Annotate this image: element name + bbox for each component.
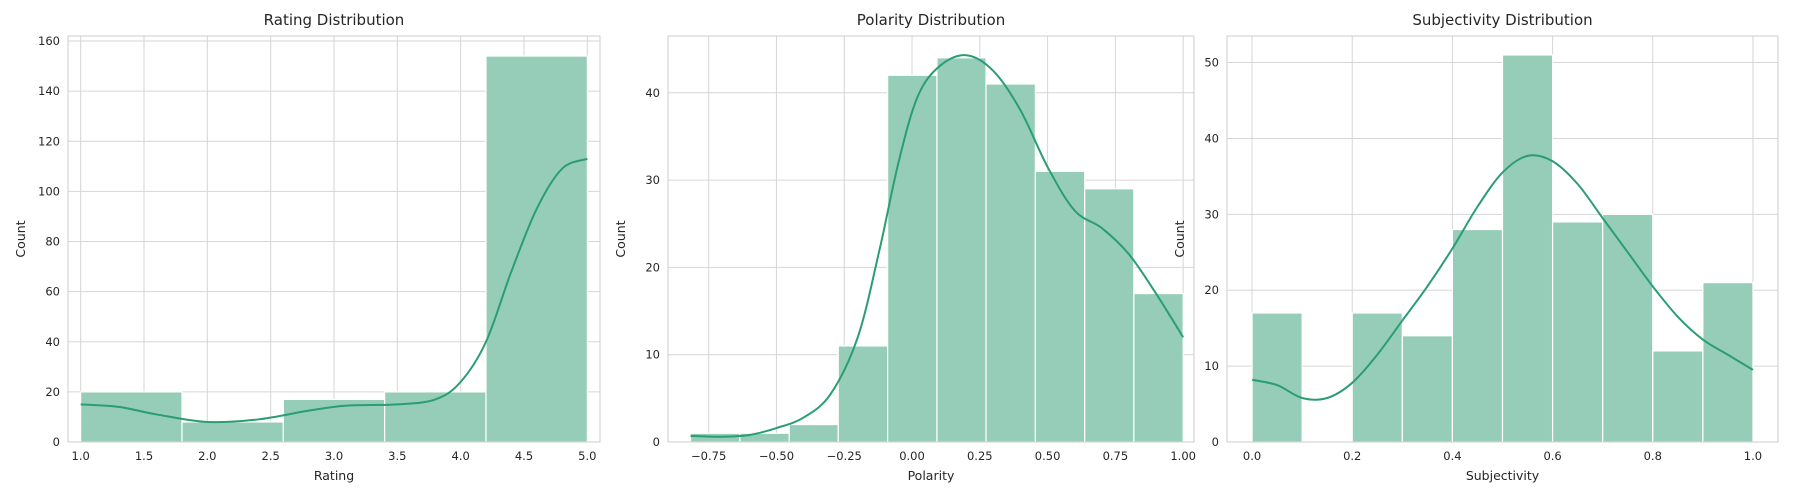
y-axis-label: Count	[1172, 220, 1187, 257]
y-tick-label: 20	[645, 260, 660, 274]
x-tick-label: 2.5	[262, 449, 280, 463]
x-tick-label: 5.0	[578, 449, 596, 463]
x-tick-label: 0.4	[1443, 449, 1461, 463]
plot-frame	[667, 35, 1195, 443]
histogram-bar	[1034, 170, 1086, 443]
chart-title: Rating Distribution	[264, 11, 405, 29]
x-tick-label: 0.2	[1343, 449, 1361, 463]
y-axis-label: Count	[613, 220, 628, 257]
histogram-bar	[985, 83, 1036, 443]
x-tick-label: 0.0	[1243, 449, 1261, 463]
x-tick-label: 1.0	[1744, 449, 1762, 463]
x-tick-label: 0.75	[1103, 449, 1129, 463]
y-tick-label: 0	[53, 435, 60, 449]
histogram-bar	[936, 57, 987, 443]
y-tick-label: 30	[1204, 207, 1219, 221]
y-tick-label: 20	[45, 385, 60, 399]
y-tick-label: 80	[45, 235, 60, 249]
x-tick-label: 2.0	[198, 449, 216, 463]
y-tick-label: 0	[1212, 435, 1219, 449]
y-tick-label: 40	[45, 335, 60, 349]
x-tick-label: 1.00	[1170, 449, 1196, 463]
kde-line	[690, 54, 1185, 438]
kde-line	[1251, 154, 1754, 401]
histogram-bar	[1702, 282, 1754, 443]
y-axis-label: Count	[13, 220, 28, 257]
histogram-bar	[1451, 228, 1504, 443]
x-axis-label: Polarity	[908, 468, 955, 483]
histogram-bar	[1551, 221, 1604, 443]
y-tick-label: 40	[1204, 131, 1219, 145]
y-tick-label: 140	[38, 84, 60, 98]
histogram-bar	[1251, 312, 1303, 443]
histogram-bar	[1501, 54, 1554, 443]
chart-panel-2: −0.75 −0.50 −0.25 0.00 0.25 0.50 0.75 1.00 0 10 20…	[613, 11, 1196, 483]
y-tick-label: 120	[38, 134, 60, 148]
histogram-bar	[837, 345, 889, 443]
x-tick-label: 3.0	[325, 449, 343, 463]
histogram-bar	[1602, 213, 1654, 443]
histogram-bar	[1652, 350, 1704, 443]
x-tick-label: −0.75	[691, 449, 726, 463]
histogram-bar	[1133, 292, 1184, 443]
plot-frame	[1226, 35, 1779, 443]
x-tick-label: 1.0	[72, 449, 90, 463]
histogram-bar	[181, 421, 284, 443]
x-tick-label: 0.50	[1035, 449, 1061, 463]
chart-title: Polarity Distribution	[857, 11, 1005, 29]
x-axis-label: Rating	[314, 468, 354, 483]
x-tick-label: 0.00	[899, 449, 925, 463]
y-tick-label: 40	[645, 86, 660, 100]
x-tick-label: 3.5	[388, 449, 406, 463]
plot-frame	[67, 35, 601, 443]
y-tick-label: 50	[1204, 56, 1219, 70]
chart-panel-1: 1.0 1.5 2.0 2.5 3.0 3.5 4.0 4.5 5.0 0 20 40 60 80 100 1…	[13, 11, 601, 483]
histogram-bar	[1084, 188, 1135, 443]
y-tick-label: 160	[38, 34, 60, 48]
histogram-bar	[788, 423, 839, 443]
y-tick-label: 10	[1204, 359, 1219, 373]
x-tick-label: −0.50	[759, 449, 794, 463]
y-tick-label: 100	[38, 184, 60, 198]
y-tick-label: 30	[645, 173, 660, 187]
histogram-bar	[384, 391, 487, 443]
y-tick-label: 60	[45, 285, 60, 299]
y-tick-label: 20	[1204, 283, 1219, 297]
x-tick-label: 4.5	[515, 449, 533, 463]
histogram-bar	[887, 74, 938, 443]
x-tick-label: 4.0	[452, 449, 470, 463]
x-tick-label: 0.6	[1543, 449, 1561, 463]
y-tick-label: 10	[645, 348, 660, 362]
kde-line	[80, 157, 588, 424]
y-tick-label: 0	[653, 435, 660, 449]
histogram-bar	[1401, 335, 1454, 443]
x-tick-label: 0.8	[1644, 449, 1662, 463]
x-axis-label: Subjectivity	[1466, 468, 1540, 483]
x-tick-label: −0.25	[827, 449, 862, 463]
x-tick-label: 1.5	[135, 449, 153, 463]
histogram-bar	[485, 55, 588, 443]
x-tick-label: 0.25	[967, 449, 993, 463]
chart-panel-3: 0.0 0.2 0.4 0.6 0.8 1.001020304050Subjectivit…	[1172, 11, 1779, 483]
chart-title: Subjectivity Distribution	[1412, 11, 1592, 29]
